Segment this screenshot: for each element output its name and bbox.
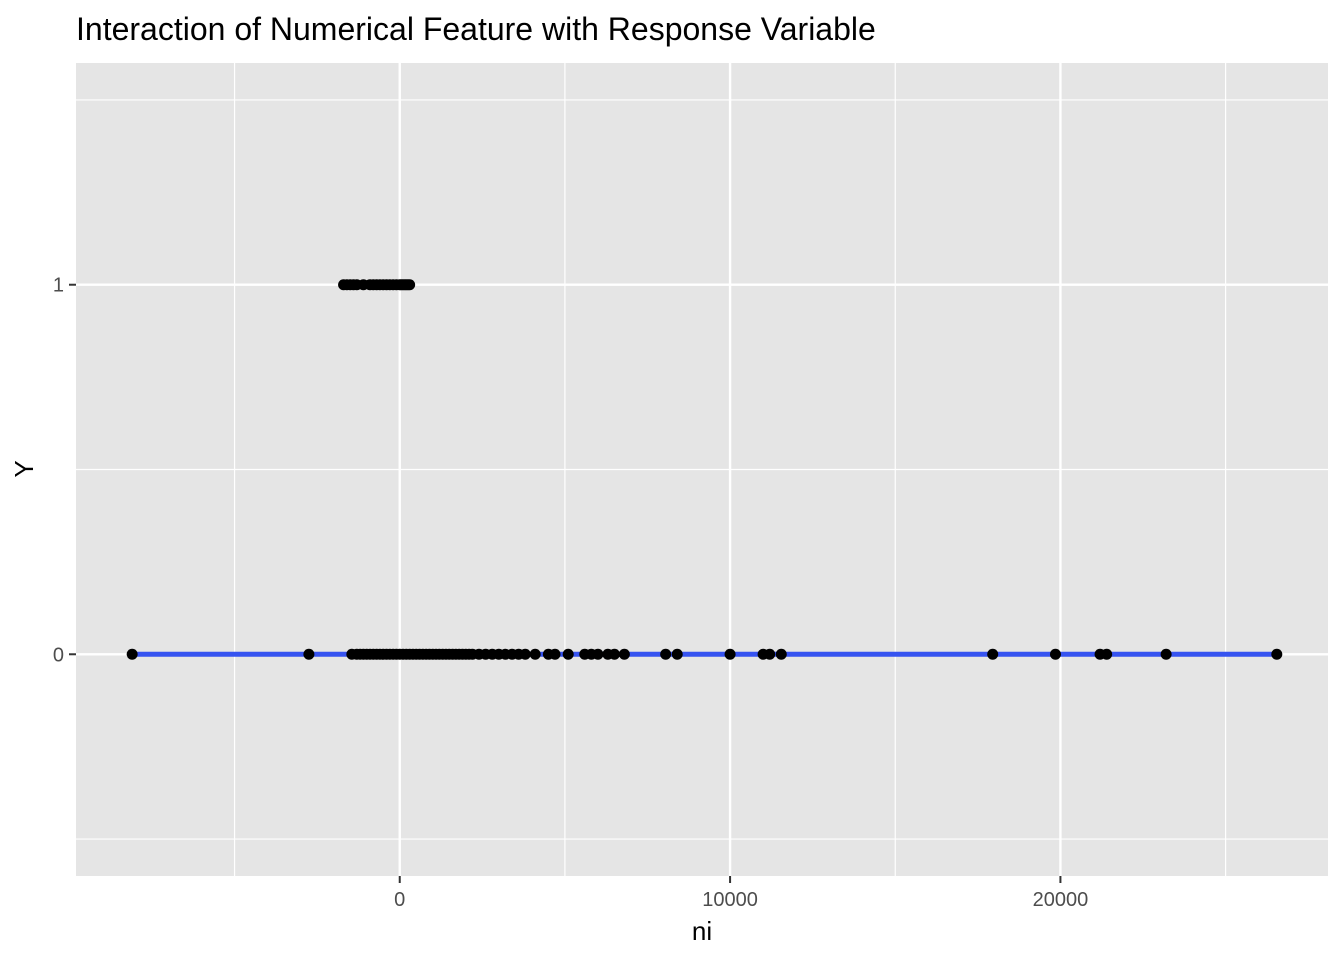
data-point bbox=[608, 648, 620, 660]
data-point bbox=[1101, 648, 1113, 660]
data-point bbox=[1049, 648, 1061, 660]
x-tick-label: 10000 bbox=[702, 889, 758, 911]
data-point bbox=[618, 648, 630, 660]
data-point bbox=[660, 648, 672, 660]
x-tick-label: 20000 bbox=[1033, 889, 1089, 911]
data-point bbox=[1271, 648, 1283, 660]
data-point bbox=[987, 648, 999, 660]
data-point bbox=[775, 648, 787, 660]
data-point bbox=[764, 648, 776, 660]
data-point bbox=[404, 279, 416, 291]
data-point bbox=[592, 648, 604, 660]
y-axis-title: Y bbox=[9, 460, 39, 477]
data-point bbox=[303, 648, 315, 660]
data-points bbox=[126, 279, 1283, 660]
data-point bbox=[519, 648, 531, 660]
data-point bbox=[1160, 648, 1172, 660]
axes: 0 10000 20000 0 1 bbox=[53, 275, 1088, 911]
y-tick-label: 1 bbox=[53, 275, 64, 297]
data-point bbox=[126, 648, 138, 660]
x-tick-label: 0 bbox=[394, 889, 405, 911]
data-point bbox=[529, 648, 541, 660]
data-point bbox=[562, 648, 574, 660]
data-point bbox=[549, 648, 561, 660]
chart-title: Interaction of Numerical Feature with Re… bbox=[76, 11, 876, 47]
data-point bbox=[671, 648, 683, 660]
x-axis-title: ni bbox=[692, 916, 712, 946]
y-tick-label: 0 bbox=[53, 644, 64, 666]
data-point bbox=[724, 648, 736, 660]
